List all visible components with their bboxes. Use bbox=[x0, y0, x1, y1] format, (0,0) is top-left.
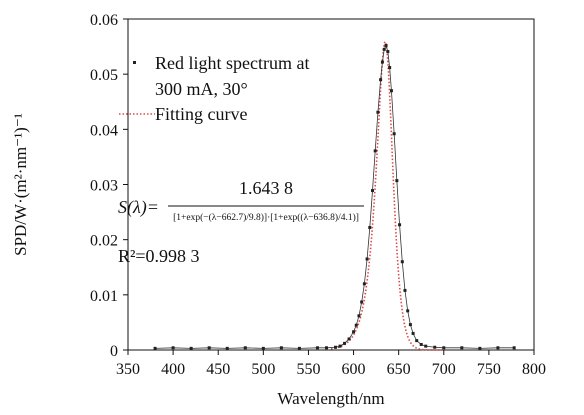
data-point bbox=[225, 346, 229, 350]
data-point bbox=[389, 89, 393, 93]
data-point bbox=[408, 323, 412, 327]
y-tick-label: 0.05 bbox=[90, 67, 118, 84]
data-point bbox=[433, 345, 437, 349]
x-tick-label: 550 bbox=[296, 361, 320, 378]
data-point bbox=[357, 314, 361, 318]
data-point bbox=[442, 346, 446, 350]
data-point bbox=[419, 342, 423, 346]
x-tick-label: 700 bbox=[432, 361, 456, 378]
data-point bbox=[380, 60, 384, 64]
x-tick-label: 500 bbox=[251, 361, 275, 378]
r-squared-label: R²=0.998 3 bbox=[118, 246, 200, 266]
data-point bbox=[354, 323, 358, 327]
formula-lhs: S(λ)= bbox=[118, 197, 159, 218]
data-points-layer bbox=[153, 43, 516, 350]
data-point bbox=[386, 50, 390, 54]
y-tick-label: 0.03 bbox=[90, 178, 118, 195]
data-point bbox=[261, 346, 265, 350]
legend: Red light spectrum at 300 mA, 30° Fittin… bbox=[119, 53, 309, 124]
y-tick-label: 0.06 bbox=[90, 12, 118, 29]
legend-label-fitting: Fitting curve bbox=[155, 104, 248, 124]
data-point bbox=[398, 223, 402, 227]
data-point bbox=[424, 344, 428, 348]
x-tick-label: 400 bbox=[161, 361, 185, 378]
data-point bbox=[388, 66, 392, 70]
x-tick-label: 800 bbox=[522, 361, 546, 378]
x-tick-label: 350 bbox=[116, 361, 140, 378]
data-point bbox=[406, 309, 410, 313]
data-point bbox=[343, 341, 347, 345]
legend-label-spectrum-line1: Red light spectrum at bbox=[155, 53, 309, 73]
data-point bbox=[171, 346, 175, 350]
y-axis-title: SPD/W·(m²·nm⁻¹)⁻¹ bbox=[11, 113, 30, 256]
x-tick-label: 650 bbox=[387, 361, 411, 378]
y-axis: 0 0.01 0.02 0.03 0.04 0.05 0.06 bbox=[90, 12, 128, 360]
data-point bbox=[392, 132, 396, 136]
y-tick-label: 0.04 bbox=[90, 122, 118, 139]
data-point bbox=[382, 47, 386, 51]
data-point bbox=[352, 330, 356, 334]
data-point bbox=[315, 346, 319, 350]
data-point bbox=[207, 346, 211, 350]
data-point bbox=[324, 346, 328, 350]
data-point bbox=[189, 346, 193, 350]
data-point bbox=[371, 189, 374, 193]
data-point bbox=[373, 149, 377, 153]
data-point bbox=[512, 346, 516, 350]
y-tick-label: 0.02 bbox=[90, 233, 118, 250]
formula-numerator: 1.643 8 bbox=[239, 178, 293, 198]
data-point bbox=[153, 346, 157, 350]
data-point bbox=[395, 179, 399, 183]
formula-denominator: [1+exp(−(λ−662.7)/9.8)]·[1+exp((λ−636.8)… bbox=[173, 212, 359, 223]
data-point bbox=[496, 346, 500, 350]
data-point bbox=[360, 300, 364, 304]
legend-marker-spectrum bbox=[133, 61, 136, 64]
data-point bbox=[334, 345, 338, 349]
data-point bbox=[376, 110, 380, 114]
y-tick-label: 0 bbox=[110, 343, 118, 360]
data-point bbox=[460, 346, 464, 350]
x-tick-label: 600 bbox=[342, 361, 366, 378]
data-point bbox=[379, 78, 383, 82]
fit-formula: S(λ)= 1.643 8 [1+exp(−(λ−662.7)/9.8)]·[1… bbox=[118, 178, 364, 266]
fit-curve-layer bbox=[330, 40, 444, 351]
x-axis: 350 400 450 500 550 600 650 700 750 800 bbox=[116, 350, 546, 378]
data-point bbox=[347, 337, 351, 341]
legend-label-spectrum-line2: 300 mA, 30° bbox=[155, 79, 248, 99]
data-point bbox=[384, 43, 388, 47]
data-point bbox=[362, 282, 366, 286]
data-point bbox=[403, 288, 407, 292]
y-tick-label: 0.01 bbox=[90, 288, 118, 305]
data-point bbox=[243, 346, 247, 350]
x-tick-label: 750 bbox=[477, 361, 501, 378]
data-point bbox=[365, 257, 369, 261]
data-point bbox=[411, 331, 415, 335]
data-point bbox=[478, 346, 482, 350]
fitting-curve bbox=[330, 40, 444, 351]
data-point bbox=[415, 339, 419, 343]
data-point bbox=[338, 344, 342, 348]
x-tick-label: 450 bbox=[206, 361, 230, 378]
data-point bbox=[400, 260, 404, 264]
data-point bbox=[368, 226, 372, 230]
data-point bbox=[297, 346, 301, 350]
x-axis-title: Wavelength/nm bbox=[277, 389, 384, 408]
data-point bbox=[279, 346, 283, 350]
